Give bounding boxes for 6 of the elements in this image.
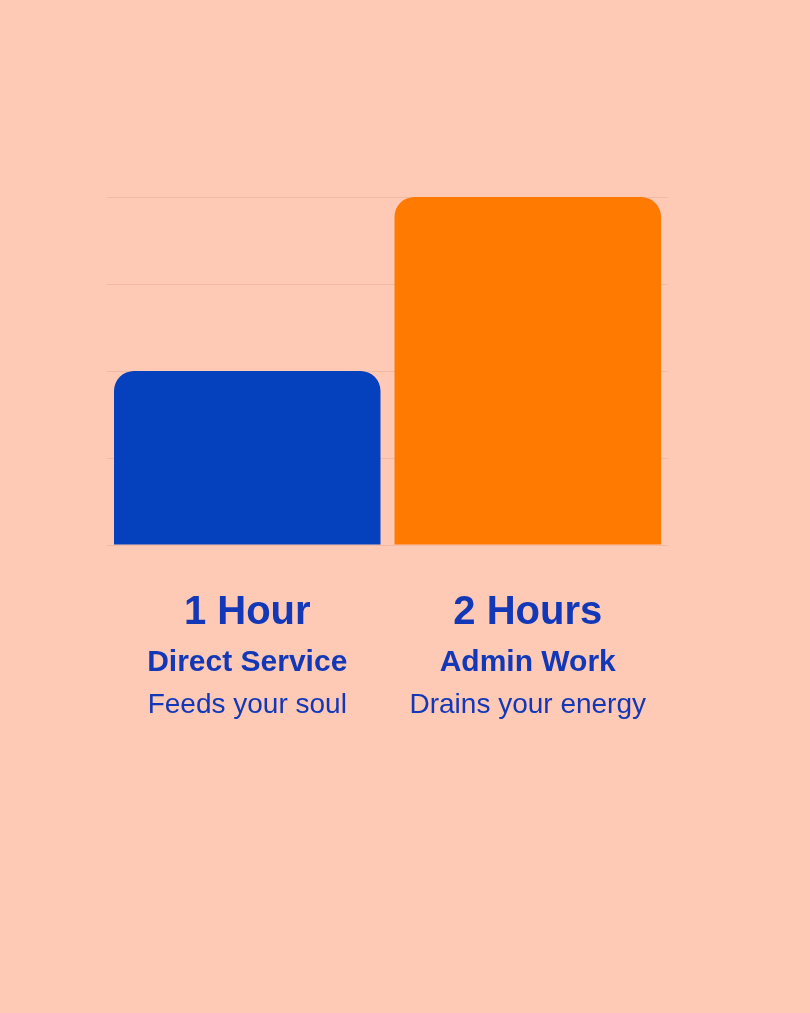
data-label: 1 Hour	[183, 588, 311, 633]
text: Drains your energy	[409, 687, 647, 719]
text: Feeds your soul	[147, 687, 347, 719]
x-tick-label: Admin Work	[439, 644, 617, 678]
x-tick-label: Direct Service	[147, 644, 348, 678]
data-label: 2 Hours	[453, 588, 603, 633]
